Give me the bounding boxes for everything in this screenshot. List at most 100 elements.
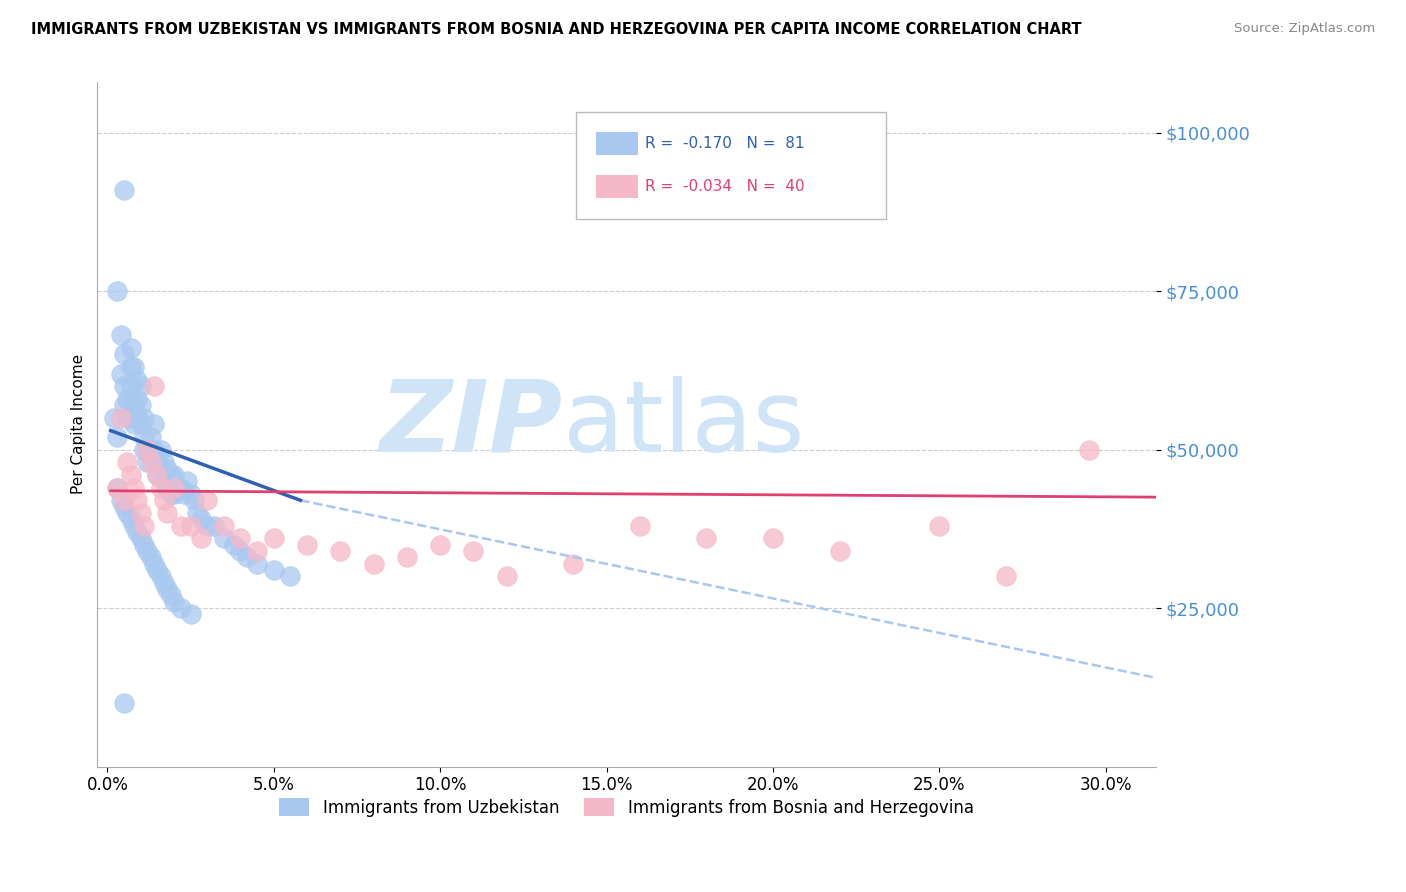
Point	[142, 417, 165, 432]
Point	[173, 487, 195, 501]
Point	[120, 512, 142, 526]
Text: IMMIGRANTS FROM UZBEKISTAN VS IMMIGRANTS FROM BOSNIA AND HERZEGOVINA PER CAPITA : IMMIGRANTS FROM UZBEKISTAN VS IMMIGRANTS…	[31, 22, 1081, 37]
Point	[295, 538, 318, 552]
Point	[112, 379, 135, 393]
Point	[146, 467, 169, 482]
Point	[153, 475, 176, 489]
Point	[246, 557, 269, 571]
Point	[139, 455, 162, 469]
Point	[163, 487, 186, 501]
Point	[122, 518, 145, 533]
Point	[159, 467, 181, 482]
Point	[117, 455, 139, 469]
Point	[395, 550, 418, 565]
Point	[105, 481, 128, 495]
Point	[136, 455, 159, 469]
Point	[153, 493, 176, 508]
Point	[995, 569, 1018, 583]
Point	[156, 506, 179, 520]
Point	[129, 398, 152, 412]
Point	[120, 341, 142, 355]
Point	[176, 475, 198, 489]
Point	[169, 518, 191, 533]
Point	[229, 532, 252, 546]
Text: Source: ZipAtlas.com: Source: ZipAtlas.com	[1234, 22, 1375, 36]
Y-axis label: Per Capita Income: Per Capita Income	[72, 354, 86, 494]
Point	[229, 544, 252, 558]
Point	[117, 410, 139, 425]
Point	[112, 398, 135, 412]
Point	[153, 575, 176, 590]
Point	[129, 379, 152, 393]
Point	[202, 518, 225, 533]
Point	[146, 449, 169, 463]
Point	[363, 557, 385, 571]
Point	[110, 493, 132, 508]
Point	[180, 487, 202, 501]
Point	[159, 588, 181, 602]
Text: atlas: atlas	[562, 376, 804, 473]
Point	[928, 518, 950, 533]
Point	[562, 557, 585, 571]
Point	[156, 461, 179, 475]
Point	[110, 367, 132, 381]
Point	[129, 506, 152, 520]
Legend: Immigrants from Uzbekistan, Immigrants from Bosnia and Herzegovina: Immigrants from Uzbekistan, Immigrants f…	[273, 791, 980, 823]
Point	[139, 449, 162, 463]
Point	[180, 518, 202, 533]
Point	[136, 442, 159, 457]
Point	[122, 481, 145, 495]
Point	[222, 538, 245, 552]
Point	[329, 544, 352, 558]
Point	[166, 481, 188, 495]
Point	[190, 532, 212, 546]
Point	[146, 467, 169, 482]
Point	[142, 557, 165, 571]
Point	[127, 524, 149, 539]
Point	[263, 532, 285, 546]
Point	[180, 607, 202, 622]
Point	[139, 550, 162, 565]
Point	[139, 430, 162, 444]
Point	[186, 506, 208, 520]
Point	[153, 455, 176, 469]
Point	[159, 487, 181, 501]
Point	[163, 467, 186, 482]
Point	[103, 410, 125, 425]
Point	[120, 379, 142, 393]
Point	[132, 442, 155, 457]
Point	[195, 518, 218, 533]
Point	[120, 360, 142, 375]
Point	[136, 544, 159, 558]
Point	[195, 493, 218, 508]
Text: ZIP: ZIP	[380, 376, 562, 473]
Point	[129, 417, 152, 432]
Point	[112, 347, 135, 361]
Point	[112, 183, 135, 197]
Point	[105, 284, 128, 298]
Point	[149, 569, 172, 583]
Point	[463, 544, 485, 558]
Point	[183, 493, 205, 508]
Point	[212, 532, 235, 546]
Point	[762, 532, 785, 546]
Point	[136, 442, 159, 457]
Point	[132, 430, 155, 444]
Point	[132, 518, 155, 533]
Point	[190, 512, 212, 526]
Point	[169, 481, 191, 495]
Text: R =  -0.034   N =  40: R = -0.034 N = 40	[645, 179, 806, 194]
Point	[236, 550, 259, 565]
Point	[112, 493, 135, 508]
Point	[110, 410, 132, 425]
Point	[117, 506, 139, 520]
Point	[169, 601, 191, 615]
Point	[132, 538, 155, 552]
Point	[129, 532, 152, 546]
Point	[127, 493, 149, 508]
Point	[263, 563, 285, 577]
Point	[112, 696, 135, 710]
Point	[105, 430, 128, 444]
Point	[127, 373, 149, 387]
Point	[149, 442, 172, 457]
